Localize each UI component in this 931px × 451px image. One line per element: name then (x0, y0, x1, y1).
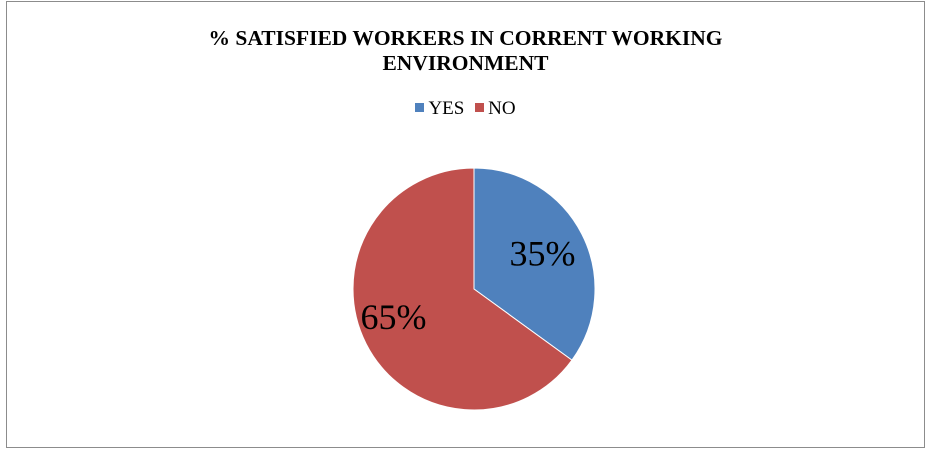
data-label-no: 65% (361, 297, 427, 337)
data-label-yes: 35% (510, 233, 576, 273)
chart-title: % SATISFIED WORKERS IN CORRENT WORKING E… (7, 26, 924, 76)
pie-slice-no (352, 167, 573, 411)
chart-title-line-2: ENVIRONMENT (382, 51, 549, 75)
pie-slice-yes (473, 167, 596, 361)
chart-title-line-1: % SATISFIED WORKERS IN CORRENT WORKING (208, 26, 723, 50)
legend-item-yes: YES (415, 98, 464, 120)
pie-slices (352, 167, 596, 411)
chart-frame: % SATISFIED WORKERS IN CORRENT WORKING E… (6, 1, 925, 448)
chart-legend: YES NO (7, 98, 924, 120)
pie-data-labels: 35% 65% (361, 233, 576, 337)
pie-chart: 35% 65% (352, 167, 596, 411)
legend-swatch-no (475, 103, 485, 112)
legend-label-no: NO (488, 98, 516, 119)
legend-item-no: NO (475, 98, 516, 120)
legend-label-yes: YES (428, 98, 465, 119)
legend-swatch-yes (415, 103, 425, 112)
